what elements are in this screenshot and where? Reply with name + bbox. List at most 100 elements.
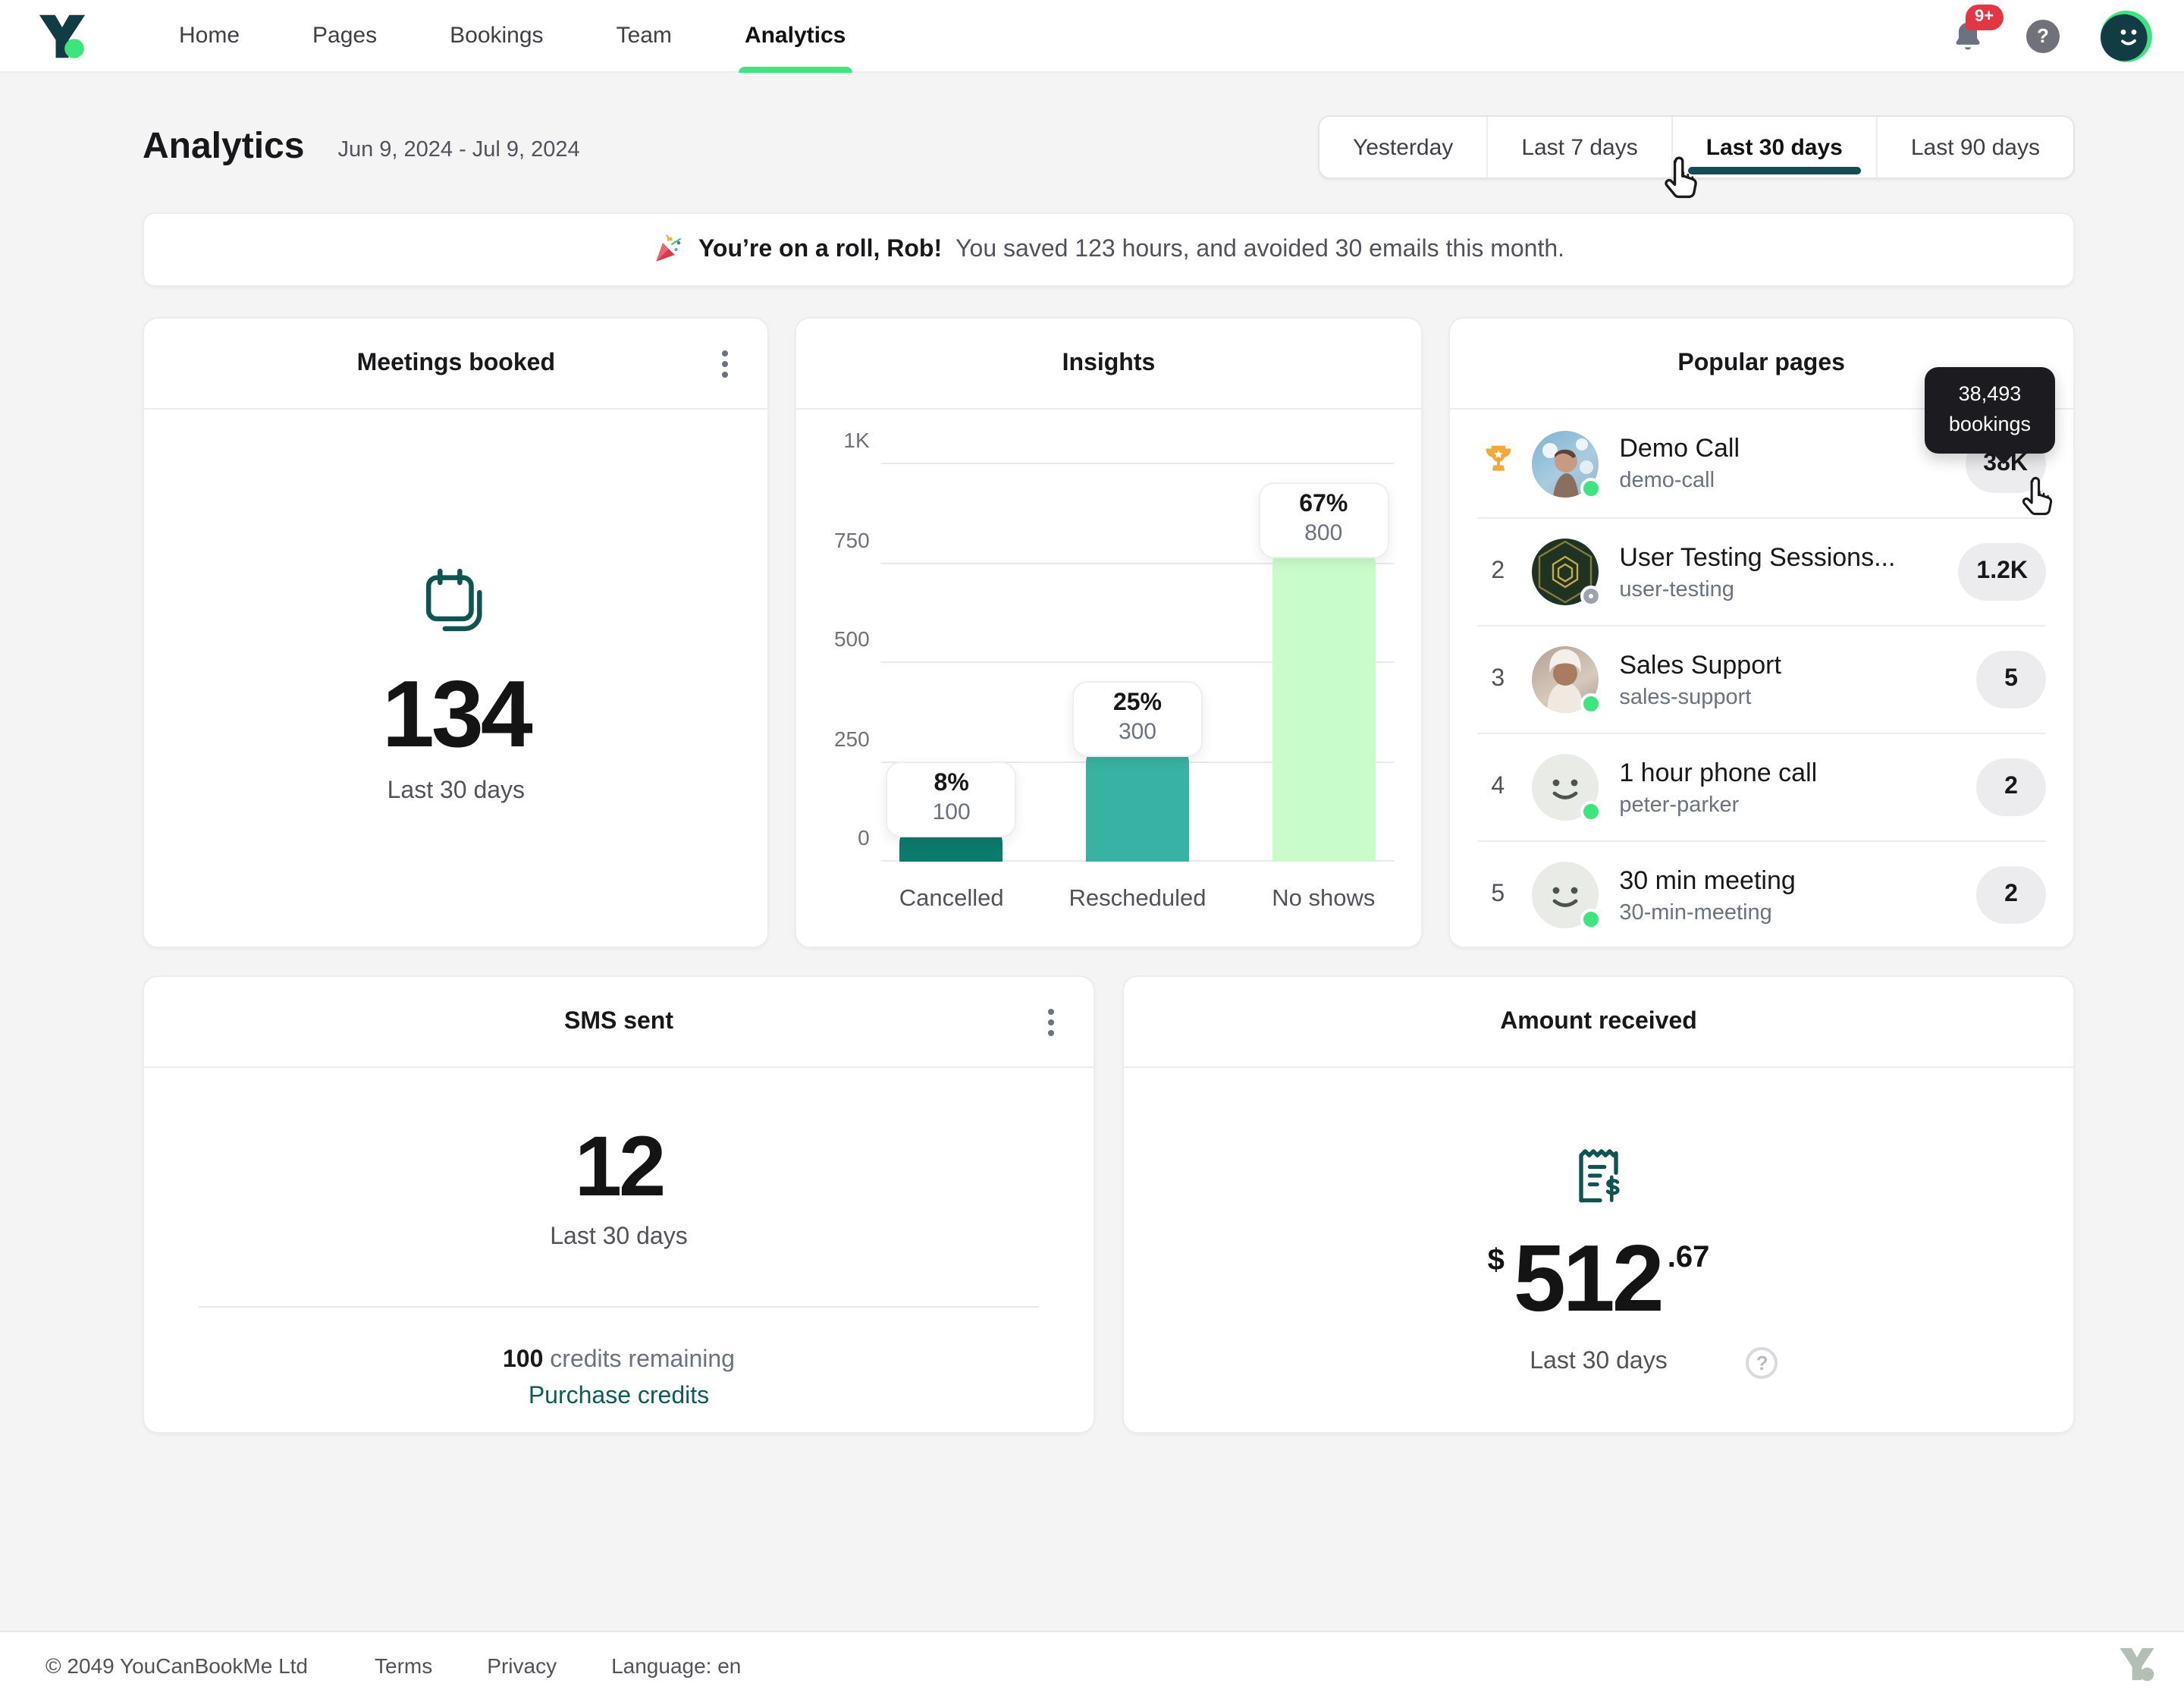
bar-label-no-shows: 67% 800 bbox=[1258, 483, 1389, 559]
sms-kebab-menu[interactable] bbox=[1033, 1004, 1069, 1041]
insights-card: Insights 1K 750 500 250 0 bbox=[795, 317, 1423, 948]
page-slug: user-testing bbox=[1619, 577, 1895, 601]
insights-bar-chart: 1K 750 500 250 0 8% 100 bbox=[882, 464, 1394, 862]
bookings-count-pill[interactable]: 5 bbox=[1976, 651, 2046, 708]
bar-value-rescheduled: 300 bbox=[1089, 720, 1186, 746]
ycbm-logo-icon bbox=[36, 11, 88, 60]
xlabel-no-shows: No shows bbox=[1272, 886, 1375, 913]
sms-card-header: SMS sent bbox=[144, 977, 1094, 1068]
date-filter-group: Yesterday Last 7 days Last 30 days Last … bbox=[1318, 115, 2075, 179]
popular-row-user-testing[interactable]: 2 bbox=[1476, 517, 2046, 625]
page-name: Sales Support bbox=[1619, 650, 1781, 680]
filter-last-7-days[interactable]: Last 7 days bbox=[1486, 117, 1671, 177]
calendar-stack-icon bbox=[416, 561, 495, 640]
question-mark-icon[interactable]: ? bbox=[1746, 1347, 1778, 1379]
credits-remaining: 100 credits remaining bbox=[503, 1347, 735, 1374]
xlabel-rescheduled: Rescheduled bbox=[1086, 886, 1189, 913]
privacy-link[interactable]: Privacy bbox=[487, 1653, 557, 1678]
bar-percent-no-shows: 67% bbox=[1275, 492, 1372, 520]
sms-period: Last 30 days bbox=[550, 1224, 687, 1251]
bar-column-cancelled: 8% 100 bbox=[900, 464, 1003, 862]
avatar-smiley bbox=[1531, 754, 1598, 821]
avatar-smiley bbox=[1531, 862, 1598, 928]
receipt-icon bbox=[1564, 1141, 1633, 1211]
insights-card-header: Insights bbox=[797, 319, 1421, 410]
help-button[interactable]: ? bbox=[2026, 19, 2060, 52]
copyright: © 2049 YouCanBookMe Ltd bbox=[46, 1653, 308, 1678]
party-popper-icon bbox=[653, 234, 685, 265]
page-slug: demo-call bbox=[1619, 469, 1740, 493]
footer: © 2049 YouCanBookMe Ltd Terms Privacy La… bbox=[0, 1631, 2184, 1699]
meetings-card-header: Meetings booked bbox=[144, 319, 768, 410]
popular-row-1-hour-phone-call[interactable]: 4 bbox=[1476, 733, 2046, 840]
page-name: User Testing Sessions... bbox=[1619, 542, 1895, 573]
filter-last-30-days-label: Last 30 days bbox=[1706, 134, 1843, 160]
page-name: 1 hour phone call bbox=[1619, 758, 1817, 788]
bar-percent-rescheduled: 25% bbox=[1089, 691, 1186, 718]
filter-last-30-days[interactable]: Last 30 days bbox=[1671, 117, 1876, 177]
rank-number: 5 bbox=[1476, 881, 1519, 909]
ytick-250: 250 bbox=[809, 726, 870, 750]
tooltip-count: 38,493 bbox=[1949, 379, 2031, 409]
help-glyph: ? bbox=[2037, 24, 2049, 47]
filter-yesterday[interactable]: Yesterday bbox=[1320, 117, 1486, 177]
bars: 8% 100 25% 300 bbox=[882, 464, 1394, 862]
page-name: 30 min meeting bbox=[1619, 865, 1795, 896]
popular-pages-list: Demo Call demo-call 38K bbox=[1449, 410, 2073, 948]
divider bbox=[199, 1306, 1039, 1308]
page-header: Analytics Jun 9, 2024 - Jul 9, 2024 Yest… bbox=[143, 115, 2075, 179]
status-dot-online bbox=[1580, 909, 1601, 930]
date-range: Jun 9, 2024 - Jul 9, 2024 bbox=[337, 132, 579, 162]
x-axis-labels: Cancelled Rescheduled No shows bbox=[882, 886, 1394, 913]
tooltip-label: bookings bbox=[1949, 409, 2031, 438]
ytick-500: 500 bbox=[809, 627, 870, 651]
nav-item-analytics-label: Analytics bbox=[745, 23, 846, 49]
amount-card-title: Amount received bbox=[1500, 1008, 1697, 1035]
purchase-credits-link[interactable]: Purchase credits bbox=[529, 1383, 709, 1411]
terms-link[interactable]: Terms bbox=[375, 1653, 432, 1678]
bar-rescheduled[interactable] bbox=[1086, 743, 1189, 862]
page-title: Analytics bbox=[143, 126, 304, 168]
nav-item-team[interactable]: Team bbox=[617, 0, 672, 71]
meetings-kebab-menu[interactable] bbox=[708, 346, 744, 382]
bar-column-no-shows: 67% 800 bbox=[1272, 464, 1375, 862]
status-dot-offline bbox=[1580, 586, 1601, 607]
popular-card-title: Popular pages bbox=[1677, 350, 1845, 377]
bar-no-shows[interactable] bbox=[1272, 544, 1375, 862]
amount-period: Last 30 days ? bbox=[1530, 1349, 1667, 1376]
congrats-banner: You’re on a roll, Rob! You saved 123 hou… bbox=[143, 212, 2075, 287]
bar-label-cancelled: 8% 100 bbox=[886, 762, 1017, 837]
popular-row-30-min-meeting[interactable]: 5 bbox=[1476, 840, 2046, 948]
rank-number: 3 bbox=[1476, 666, 1519, 693]
banner-bold-text: You’re on a roll, Rob! bbox=[698, 236, 942, 263]
nav-item-analytics[interactable]: Analytics bbox=[745, 0, 846, 71]
nav-item-bookings[interactable]: Bookings bbox=[450, 0, 543, 71]
meetings-card-title: Meetings booked bbox=[357, 350, 555, 377]
ytick-0: 0 bbox=[809, 825, 870, 850]
bar-value-no-shows: 800 bbox=[1275, 521, 1372, 547]
notifications-button[interactable]: 9+ bbox=[1950, 17, 1987, 54]
user-avatar[interactable] bbox=[2099, 8, 2154, 63]
nav-right: 9+ ? bbox=[1950, 8, 2154, 63]
filter-last-90-days[interactable]: Last 90 days bbox=[1876, 117, 2073, 177]
bar-column-rescheduled: 25% 300 bbox=[1086, 464, 1189, 862]
status-dot-online bbox=[1580, 477, 1601, 498]
page-slug: sales-support bbox=[1619, 685, 1781, 709]
rank-number: 2 bbox=[1476, 558, 1519, 586]
nav-item-home[interactable]: Home bbox=[179, 0, 240, 71]
notification-badge: 9+ bbox=[1966, 4, 2003, 30]
credits-value: 100 bbox=[503, 1347, 543, 1373]
bookings-count-pill[interactable]: 2 bbox=[1976, 866, 2046, 924]
meetings-booked-card: Meetings booked 134 Last 30 days bbox=[143, 317, 770, 948]
sms-count: 12 bbox=[575, 1116, 664, 1215]
popular-pages-card: Popular pages 38,493 bookings bbox=[1448, 317, 2075, 948]
nav-item-pages[interactable]: Pages bbox=[312, 0, 377, 71]
bookings-count-pill[interactable]: 1.2K bbox=[1958, 543, 2046, 601]
active-filter-underline bbox=[1688, 167, 1861, 174]
brand-logo[interactable] bbox=[36, 11, 88, 60]
bookings-count-pill[interactable]: 2 bbox=[1976, 758, 2046, 816]
popular-row-sales-support[interactable]: 3 bbox=[1476, 625, 2046, 733]
amount-card-header: Amount received bbox=[1124, 977, 2073, 1068]
language-selector[interactable]: Language: en bbox=[611, 1653, 741, 1678]
page-slug: peter-parker bbox=[1619, 793, 1817, 817]
